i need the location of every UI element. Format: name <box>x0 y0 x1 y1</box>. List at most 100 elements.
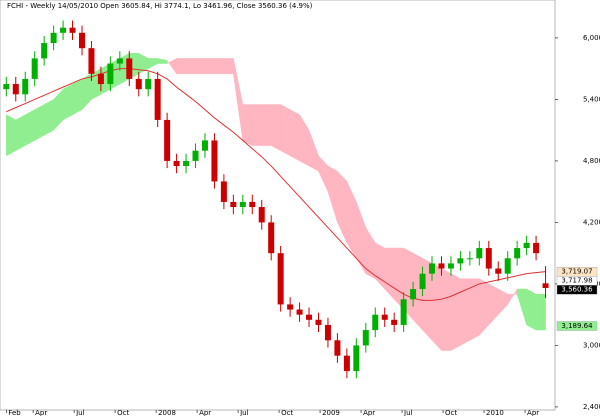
candle-body <box>50 32 57 44</box>
y-tick-label: 4,200 <box>583 218 600 226</box>
cloud-segment <box>24 109 35 146</box>
cloud-segment <box>195 58 206 75</box>
cloud-segment <box>214 58 225 75</box>
candle-body <box>201 140 208 151</box>
candle-body <box>22 78 29 95</box>
price-label: 3,719.07 <box>561 268 592 276</box>
cloud-segment <box>223 58 234 75</box>
candle-body <box>514 248 521 259</box>
candle-body <box>211 140 218 182</box>
cloud-segment <box>450 273 461 351</box>
candle-body <box>145 78 152 90</box>
candle-body <box>391 319 398 325</box>
candle-body <box>287 304 294 310</box>
x-tick-label: Oct <box>445 409 457 416</box>
plot-frame <box>0 0 556 411</box>
x-tick-label: Apr <box>363 409 375 416</box>
candle-body <box>315 319 322 325</box>
cloud-segment <box>441 268 452 351</box>
x-tick-label: Oct <box>117 409 129 416</box>
candle-body <box>135 78 142 90</box>
candle-body <box>324 324 331 341</box>
cloud-segment <box>252 104 262 146</box>
cloud-segment <box>526 288 537 331</box>
x-tick-label: 2009 <box>322 409 340 416</box>
candle-body <box>239 201 246 208</box>
candle-body <box>362 330 369 346</box>
candle-body <box>457 258 464 264</box>
y-tick-label: 3,000 <box>583 341 600 349</box>
candle-body <box>542 283 549 288</box>
candle-body <box>249 201 256 208</box>
candle-body <box>296 309 303 315</box>
price-label: 3,717.98 <box>561 277 592 285</box>
candle-body <box>476 248 483 259</box>
x-tick-label: Jul <box>403 409 413 416</box>
cloud-segment <box>270 104 281 152</box>
cloud-segment <box>15 114 26 152</box>
candle-body <box>353 345 360 372</box>
candle-body <box>343 355 350 372</box>
candle-body <box>447 263 454 269</box>
candle-body <box>69 27 76 33</box>
y-tick-label: 6,000 <box>583 34 600 42</box>
candle-body <box>438 263 445 269</box>
moving-average-line <box>6 68 546 301</box>
candle-body <box>334 340 341 356</box>
x-tick-label: Apr <box>199 409 211 416</box>
price-label: 3,189.64 <box>561 322 593 330</box>
candle-body <box>466 258 473 260</box>
candle-body <box>88 48 95 74</box>
candle-body <box>230 201 237 208</box>
cloud-segment <box>62 83 73 121</box>
cloud-segment <box>431 263 442 352</box>
candle-body <box>306 314 313 320</box>
candle-body <box>154 78 161 120</box>
cloud-segment <box>72 78 83 116</box>
candle-body <box>97 73 104 85</box>
candle-body <box>410 289 417 300</box>
x-tick-label: Feb <box>8 409 21 416</box>
price-label-box <box>556 321 598 331</box>
cloud-segment <box>242 104 253 146</box>
cloud-segment <box>34 104 45 141</box>
price-label: 3,560.36 <box>561 286 593 294</box>
y-tick-label: 5,400 <box>583 95 600 103</box>
candle-body <box>192 150 199 161</box>
candle-body <box>258 207 265 223</box>
x-tick-label: Jul <box>75 409 85 416</box>
candle-body <box>523 242 530 249</box>
candle-body <box>429 263 436 274</box>
candle-body <box>533 242 540 254</box>
x-tick-label: Apr <box>35 409 47 416</box>
candle-body <box>485 248 492 269</box>
candle-body <box>31 58 38 79</box>
candle-body <box>400 299 407 325</box>
candle-body <box>126 58 133 79</box>
cloud-segment <box>289 109 300 162</box>
candle-body <box>41 43 48 59</box>
chart-title: FCHI - Weekly 14/05/2010 Open 3605.84, H… <box>7 2 313 10</box>
x-tick-label: 2010 <box>486 409 504 416</box>
candle-body <box>372 314 379 331</box>
candle-body <box>164 119 171 161</box>
cloud-segment <box>469 278 480 341</box>
y-tick-label: 2,400 <box>583 403 600 411</box>
price-label-box <box>556 285 598 295</box>
candle-body <box>116 58 123 64</box>
candle-body <box>60 27 67 33</box>
cloud-segment <box>204 58 215 75</box>
candle-body <box>504 258 511 274</box>
y-tick-label: 4,800 <box>583 157 600 165</box>
candle-body <box>78 32 85 49</box>
candle-body <box>12 84 19 95</box>
candle-body <box>107 63 114 85</box>
x-tick-label: Oct <box>281 409 293 416</box>
cloud-segment <box>176 58 187 75</box>
candle-body <box>381 314 388 320</box>
candle-body <box>220 181 227 202</box>
x-tick-label: Jul <box>239 409 249 416</box>
cloud-segment <box>479 278 490 336</box>
candle-body <box>268 222 275 254</box>
